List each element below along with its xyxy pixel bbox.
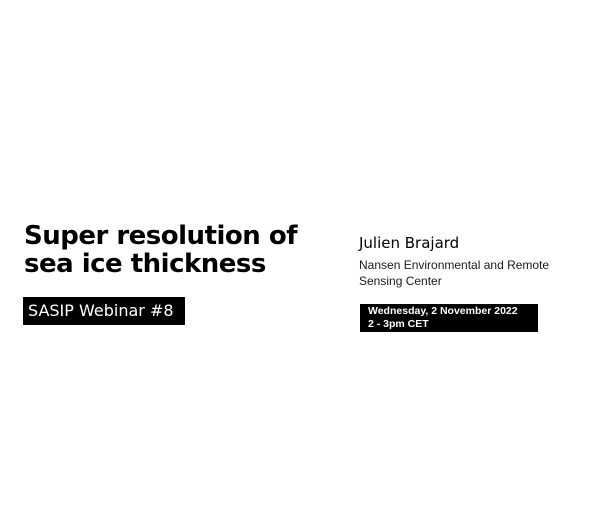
event-date: Wednesday, 2 November 2022 xyxy=(368,305,518,317)
speaker-name: Julien Brajard xyxy=(359,234,460,252)
event-time: 2 - 3pm CET xyxy=(368,318,429,330)
speaker-affiliation: Nansen Environmental and Remote Sensing … xyxy=(359,257,569,289)
affiliation-line-2: Sensing Center xyxy=(359,274,442,288)
title-line-1: Super resolution of xyxy=(24,221,298,251)
affiliation-line-1: Nansen Environmental and Remote xyxy=(359,258,550,272)
webinar-badge: SASIP Webinar #8 xyxy=(23,297,185,325)
title-line-2: sea ice thickness xyxy=(24,249,266,279)
date-badge: Wednesday, 2 November 2022 2 - 3pm CET xyxy=(360,304,538,332)
page-title: Super resolution of sea ice thickness xyxy=(24,222,324,278)
